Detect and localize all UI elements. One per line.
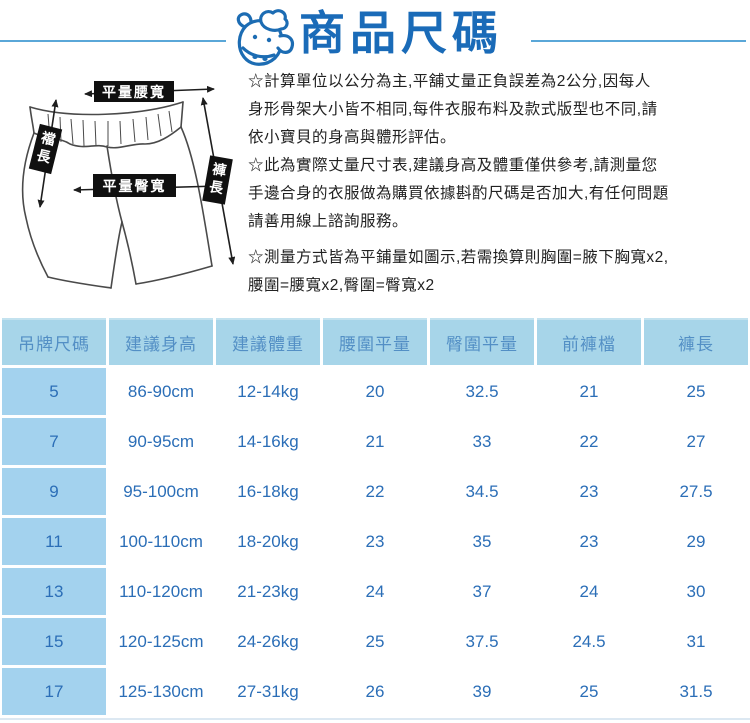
table-header-cell: 前褲檔 xyxy=(537,318,641,365)
table-cell: 21 xyxy=(323,418,427,465)
table-cell: 95-100cm xyxy=(109,468,213,515)
page-title: 商品尺碼 xyxy=(299,7,503,59)
note-line: 腰圍=腰寬x2,臀圍=臀寬x2 xyxy=(248,277,435,294)
note-line: 依小寶貝的身高與體形評估。 xyxy=(248,129,457,146)
note-line: 手邊合身的衣服做為購買依據斟酌尺碼是否加大,有任何問題 xyxy=(248,185,669,202)
table-cell: 110-120cm xyxy=(109,568,213,615)
note-line: ☆計算單位以公分為主,平舖丈量正負誤差為2公分,因每人 xyxy=(248,73,651,90)
table-cell: 22 xyxy=(323,468,427,515)
table-cell: 24 xyxy=(537,568,641,615)
table-cell: 33 xyxy=(430,418,534,465)
note-line: ☆此為實際丈量尺寸表,建議身高及體重僅供參考,請測量您 xyxy=(248,157,658,174)
table-cell: 39 xyxy=(430,668,534,715)
table-cell: 120-125cm xyxy=(109,618,213,665)
header-rule-right xyxy=(531,40,746,42)
note-paragraph: ☆此為實際丈量尺寸表,建議身高及體重僅供參考,請測量您 手邊合身的衣服做為購買依據… xyxy=(248,152,748,236)
table-cell: 27-31kg xyxy=(216,668,320,715)
shorts-measurement-diagram: 平量腰寬 平量臀寬 襠長 褲長 xyxy=(0,0,246,318)
table-cell: 29 xyxy=(644,518,748,565)
table-header-cell: 腰圍平量 xyxy=(323,318,427,365)
note-line: 請善用線上諮詢服務。 xyxy=(248,213,409,230)
cow-icon xyxy=(231,6,295,68)
table-header-cell: 建議體重 xyxy=(216,318,320,365)
measurement-notes: ☆計算單位以公分為主,平舖丈量正負誤差為2公分,因每人 身形骨架大小皆不相同,每件… xyxy=(248,68,748,300)
table-cell: 125-130cm xyxy=(109,668,213,715)
size-tag-cell: 11 xyxy=(2,518,106,565)
header-rule-left xyxy=(0,40,226,42)
table-cell: 20 xyxy=(323,368,427,415)
table-cell: 27.5 xyxy=(644,468,748,515)
size-tag-cell: 13 xyxy=(2,568,106,615)
table-cell: 18-20kg xyxy=(216,518,320,565)
size-tag-cell: 9 xyxy=(2,468,106,515)
table-header-cell: 臀圍平量 xyxy=(430,318,534,365)
table-header-cell: 褲長 xyxy=(644,318,748,365)
table-cell: 32.5 xyxy=(430,368,534,415)
table-cell: 37 xyxy=(430,568,534,615)
table-cell: 23 xyxy=(537,468,641,515)
table-cell: 22 xyxy=(537,418,641,465)
note-paragraph: ☆測量方式皆為平鋪量如圖示,若需換算則胸圍=腋下胸寬x2, 腰圍=腰寬x2,臀圍=… xyxy=(248,244,748,300)
table-cell: 100-110cm xyxy=(109,518,213,565)
table-cell: 24-26kg xyxy=(216,618,320,665)
table-cell: 25 xyxy=(323,618,427,665)
table-cell: 37.5 xyxy=(430,618,534,665)
size-table: 吊牌尺碼 建議身高 建議體重 腰圍平量 臀圍平量 前褲檔 褲長 5 86-90cm 12-14kg… xyxy=(2,318,748,715)
bottom-divider xyxy=(0,718,750,720)
size-tag-cell: 15 xyxy=(2,618,106,665)
table-cell: 23 xyxy=(323,518,427,565)
table-cell: 21 xyxy=(537,368,641,415)
table-cell: 31.5 xyxy=(644,668,748,715)
hip-width-label: 平量臀寬 xyxy=(93,174,176,197)
table-cell: 27 xyxy=(644,418,748,465)
table-cell: 30 xyxy=(644,568,748,615)
table-header-cell: 建議身高 xyxy=(109,318,213,365)
size-tag-cell: 5 xyxy=(2,368,106,415)
table-header-cell: 吊牌尺碼 xyxy=(2,318,106,365)
table-cell: 24.5 xyxy=(537,618,641,665)
table-cell: 26 xyxy=(323,668,427,715)
table-cell: 34.5 xyxy=(430,468,534,515)
table-cell: 23 xyxy=(537,518,641,565)
table-cell: 14-16kg xyxy=(216,418,320,465)
table-cell: 35 xyxy=(430,518,534,565)
waist-width-label: 平量腰寬 xyxy=(94,81,174,102)
size-tag-cell: 17 xyxy=(2,668,106,715)
note-line: 身形骨架大小皆不相同,每件衣服布料及款式版型也不同,請 xyxy=(248,101,658,118)
table-cell: 86-90cm xyxy=(109,368,213,415)
table-cell: 12-14kg xyxy=(216,368,320,415)
table-cell: 25 xyxy=(537,668,641,715)
note-paragraph: ☆計算單位以公分為主,平舖丈量正負誤差為2公分,因每人 身形骨架大小皆不相同,每件… xyxy=(248,68,748,152)
table-cell: 24 xyxy=(323,568,427,615)
table-cell: 21-23kg xyxy=(216,568,320,615)
table-cell: 25 xyxy=(644,368,748,415)
table-cell: 16-18kg xyxy=(216,468,320,515)
table-cell: 31 xyxy=(644,618,748,665)
table-cell: 90-95cm xyxy=(109,418,213,465)
size-tag-cell: 7 xyxy=(2,418,106,465)
note-line: ☆測量方式皆為平鋪量如圖示,若需換算則胸圍=腋下胸寬x2, xyxy=(248,249,669,266)
